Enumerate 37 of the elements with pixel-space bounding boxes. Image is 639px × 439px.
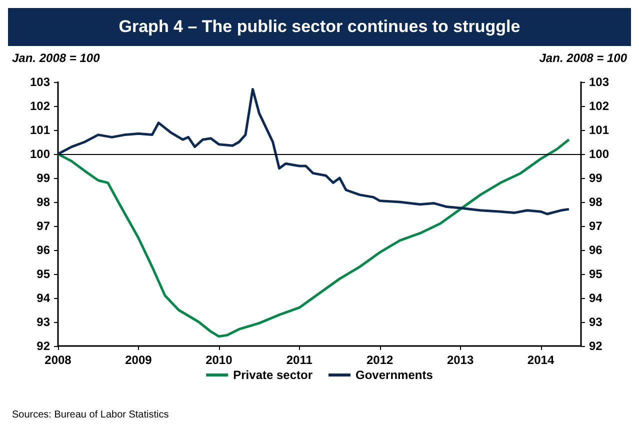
y-tick-label: 94 — [36, 291, 50, 305]
y2-tick-label: 99 — [589, 171, 603, 185]
x-tick-label: 2012 — [366, 353, 394, 367]
y2-tick-label: 103 — [589, 75, 610, 89]
y-tick-label: 92 — [36, 339, 50, 353]
y-tick-label: 101 — [30, 123, 50, 137]
y-tick-label: 98 — [36, 195, 50, 209]
y-axis-title: Jan. 2008 = 100 — [12, 51, 100, 65]
x-tick-label: 2014 — [527, 353, 554, 367]
y2-tick-label: 93 — [589, 315, 603, 329]
y2-tick-label: 95 — [589, 267, 603, 281]
y2-axis-title: Jan. 2008 = 100 — [539, 51, 628, 65]
x-tick-label: 2009 — [125, 353, 152, 367]
y2-tick-label: 101 — [589, 123, 610, 137]
y2-tick-label: 100 — [589, 147, 610, 161]
y2-tick-label: 97 — [589, 219, 603, 233]
y2-tick-label: 98 — [589, 195, 603, 209]
x-tick-label: 2008 — [44, 353, 72, 367]
x-tick-label: 2010 — [206, 353, 233, 367]
y2-tick-label: 102 — [589, 99, 610, 113]
y2-tick-label: 94 — [589, 291, 603, 305]
chart-title: Graph 4 – The public sector continues to struggle — [8, 8, 631, 46]
y-tick-label: 97 — [36, 219, 50, 233]
y2-tick-label: 92 — [589, 339, 603, 353]
y-tick-label: 96 — [36, 243, 50, 257]
y-tick-label: 99 — [36, 171, 50, 185]
x-tick-label: 2013 — [446, 353, 474, 367]
legend-label: Governments — [356, 368, 434, 382]
y-tick-label: 93 — [36, 315, 50, 329]
y-tick-label: 103 — [30, 75, 50, 89]
y2-tick-label: 96 — [589, 243, 603, 257]
y-tick-label: 95 — [36, 267, 50, 281]
source-note: Sources: Bureau of Labor Statistics — [12, 410, 169, 420]
y-tick-label: 102 — [30, 99, 50, 113]
y-tick-label: 100 — [30, 147, 50, 161]
x-tick-label: 2011 — [286, 353, 313, 367]
legend-label: Private sector — [233, 368, 313, 382]
